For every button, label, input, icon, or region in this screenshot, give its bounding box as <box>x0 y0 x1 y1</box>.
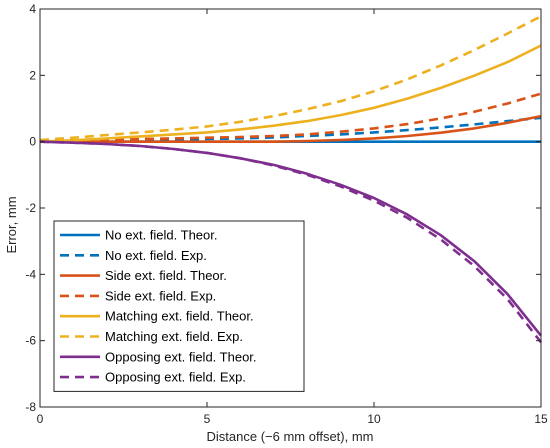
legend-label: Matching ext. field. Exp. <box>105 329 243 344</box>
x-tick-label: 10 <box>367 412 381 426</box>
y-tick-label: -2 <box>25 201 36 215</box>
legend-box <box>53 220 305 392</box>
legend-label: Opposing ext. field. Exp. <box>105 370 246 385</box>
series-line-4 <box>39 92 542 143</box>
legend-label: No ext. field. Theor. <box>105 228 218 243</box>
y-tick-label: 2 <box>29 68 36 82</box>
x-axis-label: Distance (−6 mm offset), mm <box>207 429 374 444</box>
series-line-8 <box>39 140 543 344</box>
series-line-6 <box>39 15 542 142</box>
legend-label: Side ext. field. Exp. <box>105 288 216 303</box>
legend-label: Opposing ext. field. Theor. <box>105 349 257 364</box>
legend-label: Matching ext. field. Theor. <box>105 309 254 324</box>
y-tick-label: 4 <box>29 2 36 16</box>
x-tick-label: 5 <box>204 412 211 426</box>
x-tick-label: 0 <box>37 412 44 426</box>
y-tick-label: -4 <box>25 267 36 281</box>
legend: No ext. field. Theor. No ext. field. Exp.… <box>53 220 305 392</box>
series-line-5 <box>39 44 542 143</box>
series-line-3 <box>40 114 542 143</box>
axes-layer: 0 5 10 15 -8 -6 -4 -2 0 2 4 <box>25 2 548 426</box>
x-tick-label: 15 <box>534 412 548 426</box>
y-axis-label: Error, mm <box>4 196 19 253</box>
series-layer <box>39 15 543 344</box>
legend-label: No ext. field. Exp. <box>105 248 207 263</box>
y-tick-label: -8 <box>25 400 36 414</box>
y-tick-label: -6 <box>25 334 36 348</box>
y-tick-label: 0 <box>29 135 36 149</box>
legend-label: Side ext. field. Theor. <box>105 268 227 283</box>
